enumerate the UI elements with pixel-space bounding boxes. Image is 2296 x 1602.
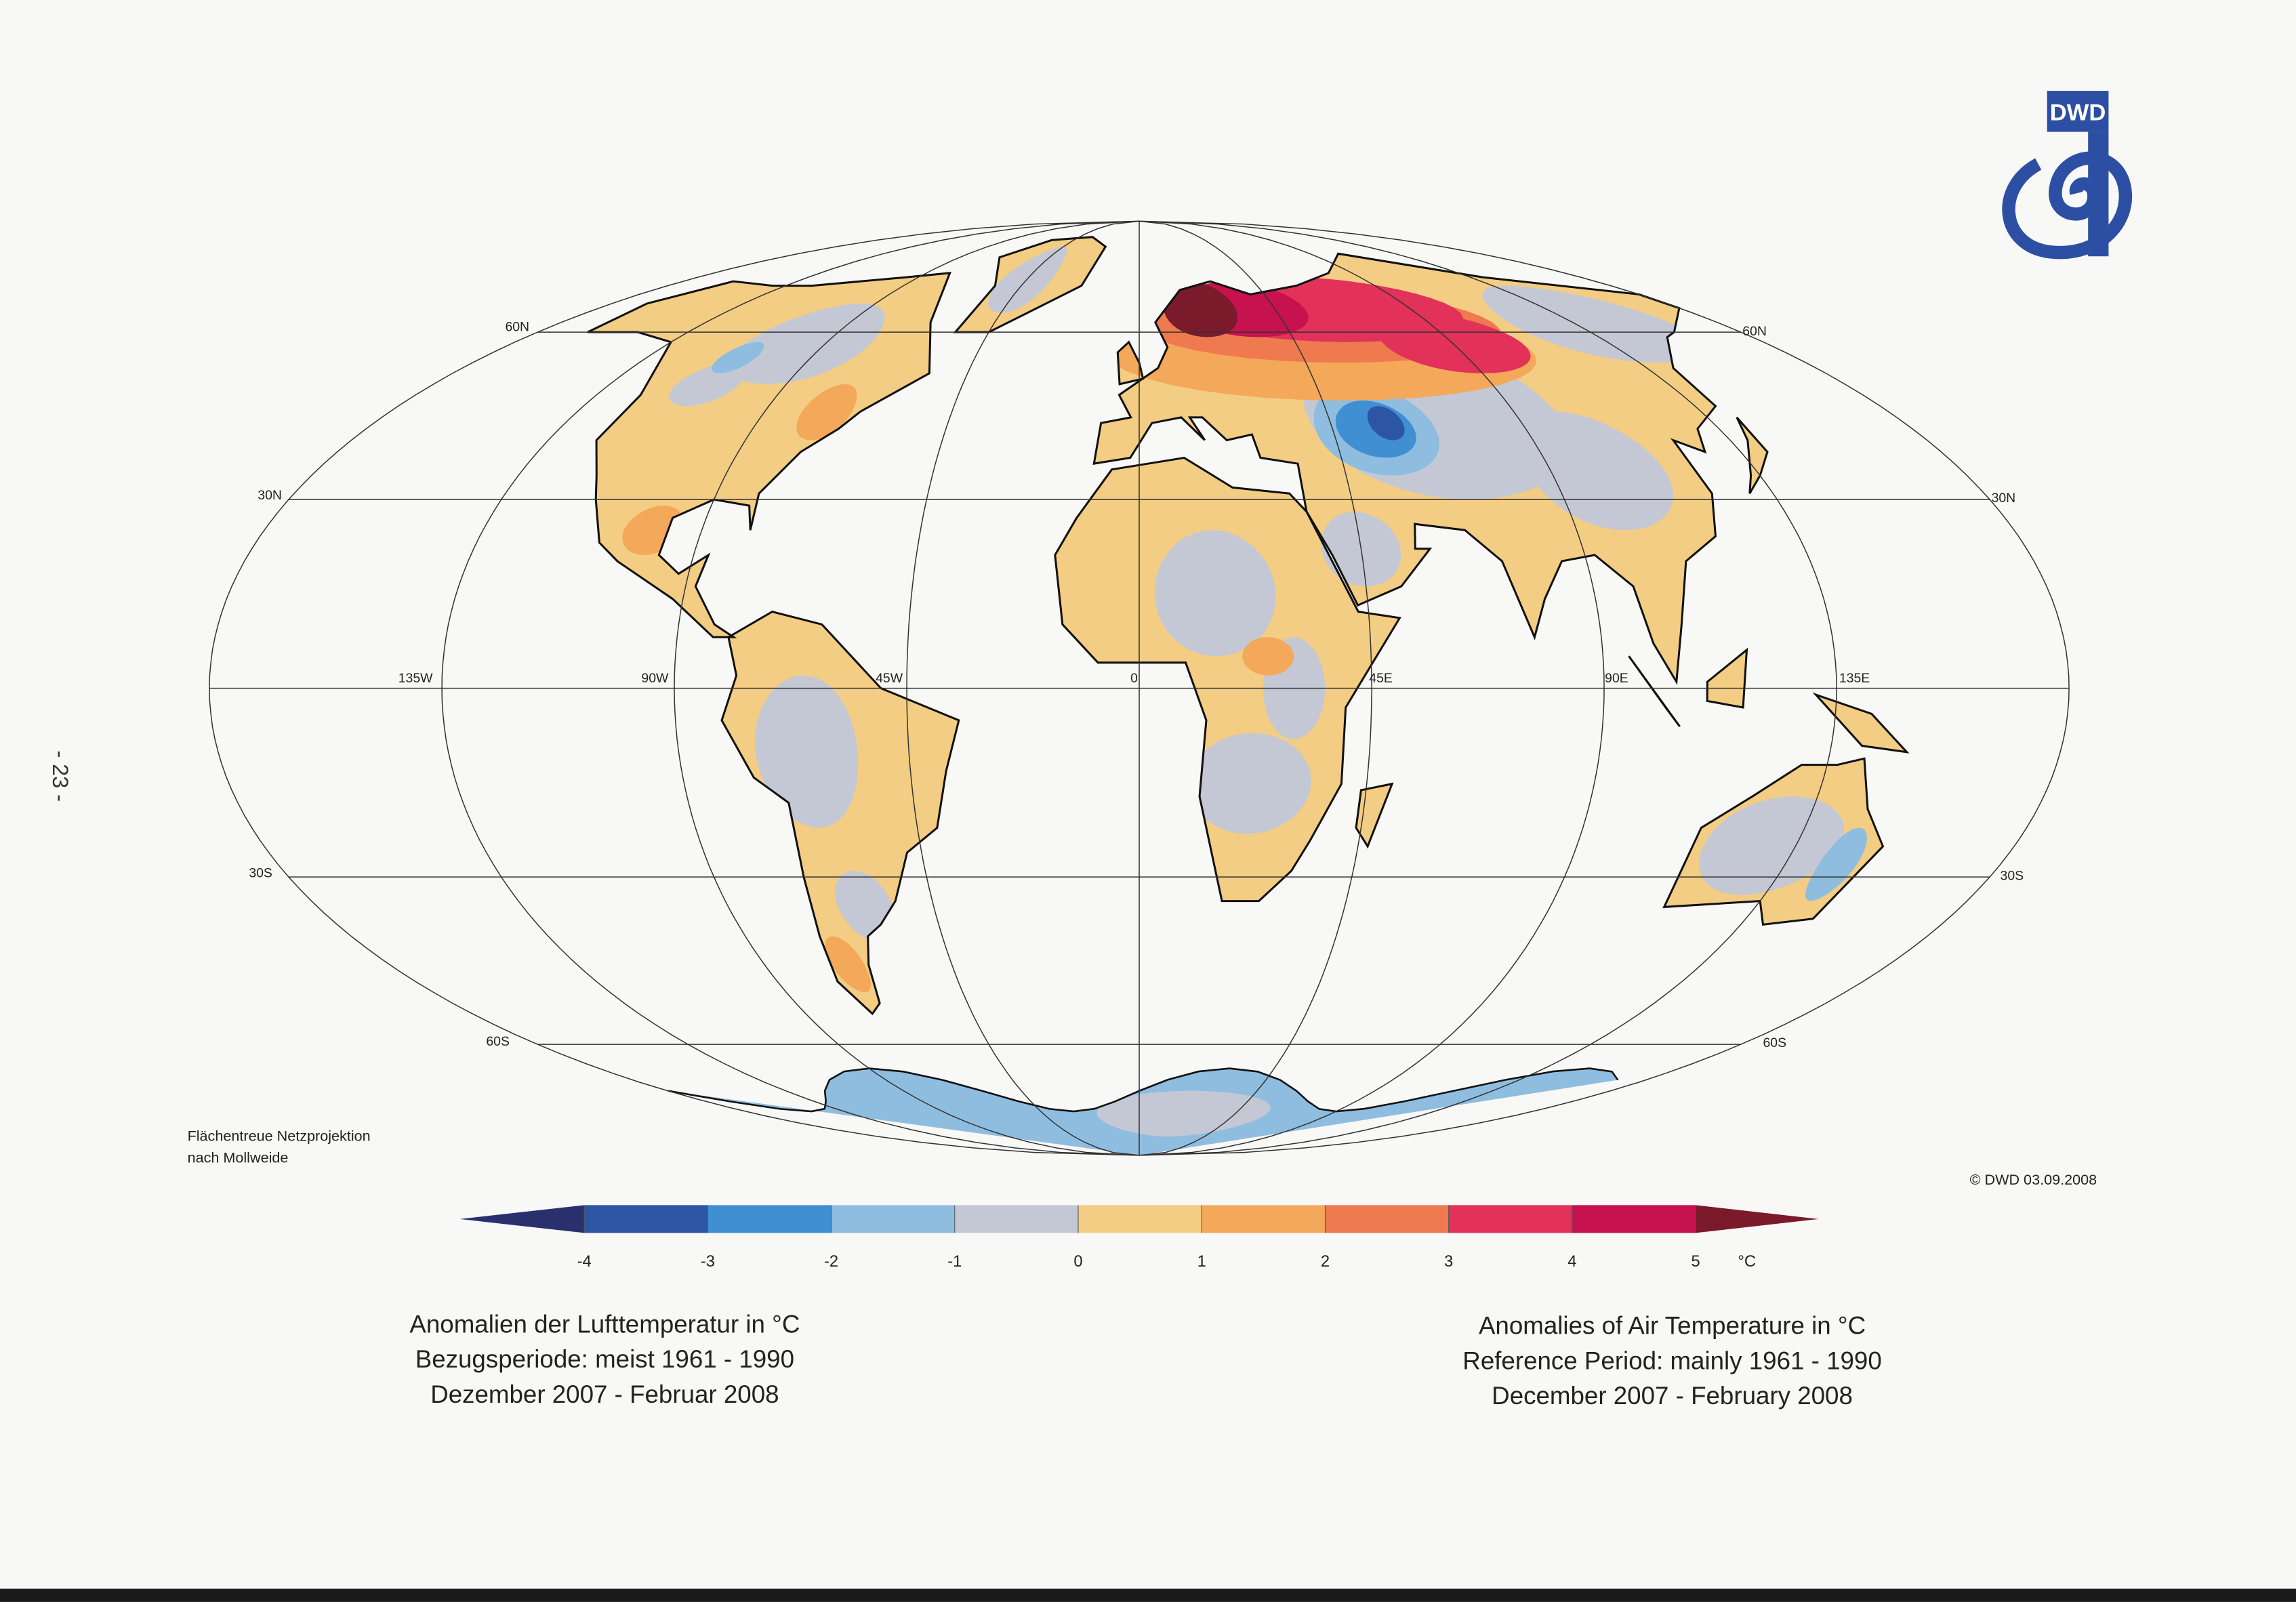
- graticule-label: 90E: [1605, 671, 1628, 686]
- anomaly-field: [669, 363, 747, 407]
- colorbar-segment: [954, 1205, 1079, 1233]
- projection-note: Flächentreue Netzprojektion: [188, 1127, 371, 1144]
- anomaly-field: [1520, 411, 1674, 531]
- colorbar-tick-label: -1: [947, 1252, 962, 1271]
- graticule-label: 0: [1130, 671, 1138, 686]
- colorbar-tick-label: 3: [1444, 1252, 1453, 1271]
- anomaly-field: [1096, 1090, 1271, 1137]
- colorbar-segment: [584, 1205, 708, 1233]
- colorbar-unit: °C: [1738, 1252, 1756, 1271]
- colorbar-tick-label: -3: [701, 1252, 715, 1271]
- graticule-label: 30N: [1992, 491, 2016, 506]
- colorbar-segment: [1078, 1205, 1202, 1233]
- colorbar-end: [1696, 1205, 1819, 1233]
- colorbar-tick-label: 5: [1691, 1252, 1700, 1271]
- anomaly-fields: [622, 246, 1868, 1137]
- graticule-label: 60N: [505, 319, 529, 334]
- map: 60N 30N 30S 60S 60N 30N 30S 60S 135W 90W 45W 0 45E 90…: [209, 220, 2070, 1156]
- colorbar-segment: [1202, 1205, 1326, 1233]
- anomaly-field: [1242, 637, 1294, 676]
- graticule-label: 45W: [876, 671, 903, 686]
- colorbar-tick-label: 2: [1321, 1252, 1330, 1271]
- graticule-label: 60S: [1763, 1035, 1787, 1050]
- anomaly-field: [796, 384, 857, 440]
- graticule-label: 60N: [1742, 324, 1767, 339]
- anomaly-field: [988, 246, 1067, 313]
- logo-text: DWD: [2050, 100, 2106, 125]
- caption-de: Anomalien der Lufttemperatur in °C: [409, 1310, 800, 1338]
- scan-border: [0, 1588, 2296, 1602]
- anomaly-field: [825, 936, 872, 993]
- colorbar-tick-label: -2: [824, 1252, 838, 1271]
- anomaly-field: [1805, 827, 1868, 901]
- anomaly-field: [1163, 281, 1238, 337]
- anomaly-field: [1189, 733, 1311, 834]
- projection-note: nach Mollweide: [188, 1149, 289, 1166]
- anomaly-field: [711, 342, 764, 373]
- colorbar-tick-label: 4: [1567, 1252, 1576, 1271]
- anomaly-field: [754, 675, 859, 828]
- logo: DWD: [2002, 91, 2133, 260]
- colorbar-tick-label: -4: [577, 1252, 592, 1271]
- colorbar: -4 -3 -2 -1 0 1 2 3 4 5 °C: [459, 1205, 1819, 1271]
- graticule-label: 135E: [1839, 671, 1870, 686]
- colorbar-segment: [1572, 1205, 1696, 1233]
- copyright: © DWD 03.09.2008: [1970, 1171, 2097, 1188]
- coastline: [587, 236, 1910, 1016]
- logo-spiral: [2002, 151, 2133, 260]
- graticule-label: 30N: [258, 488, 282, 503]
- graticule-label: 135W: [398, 671, 433, 686]
- caption-de: Bezugsperiode: meist 1961 - 1990: [415, 1345, 794, 1373]
- anomaly-field: [729, 303, 885, 384]
- anomaly-field: [1377, 312, 1531, 373]
- graticule-label: 60S: [486, 1034, 510, 1049]
- graticule-label: 30S: [249, 865, 272, 880]
- colorbar-end: [459, 1205, 585, 1233]
- graticule-label: 45E: [1369, 671, 1393, 686]
- coastline: [668, 1067, 1619, 1113]
- colorbar-tick-label: 0: [1073, 1252, 1082, 1271]
- colorbar-segment: [1325, 1205, 1449, 1233]
- graticule-label: 90W: [641, 671, 669, 686]
- colorbar-tick-label: 1: [1197, 1252, 1206, 1271]
- caption-en: Anomalies of Air Temperature in °C: [1479, 1311, 1866, 1339]
- page-number: - 23 -: [48, 750, 73, 802]
- colorbar-segment: [1448, 1205, 1572, 1233]
- caption-en: Reference Period: mainly 1961 - 1990: [1462, 1347, 1881, 1374]
- caption-en: December 2007 - February 2008: [1492, 1382, 1853, 1410]
- anomaly-field: [1154, 530, 1276, 657]
- logo-box: [2047, 91, 2109, 132]
- caption-de: Dezember 2007 - Februar 2008: [430, 1380, 779, 1408]
- colorbar-segment: [831, 1205, 955, 1233]
- anomaly-field: [1367, 406, 1405, 440]
- colorbar-segment: [708, 1205, 832, 1233]
- graticule-label: 30S: [2001, 869, 2024, 884]
